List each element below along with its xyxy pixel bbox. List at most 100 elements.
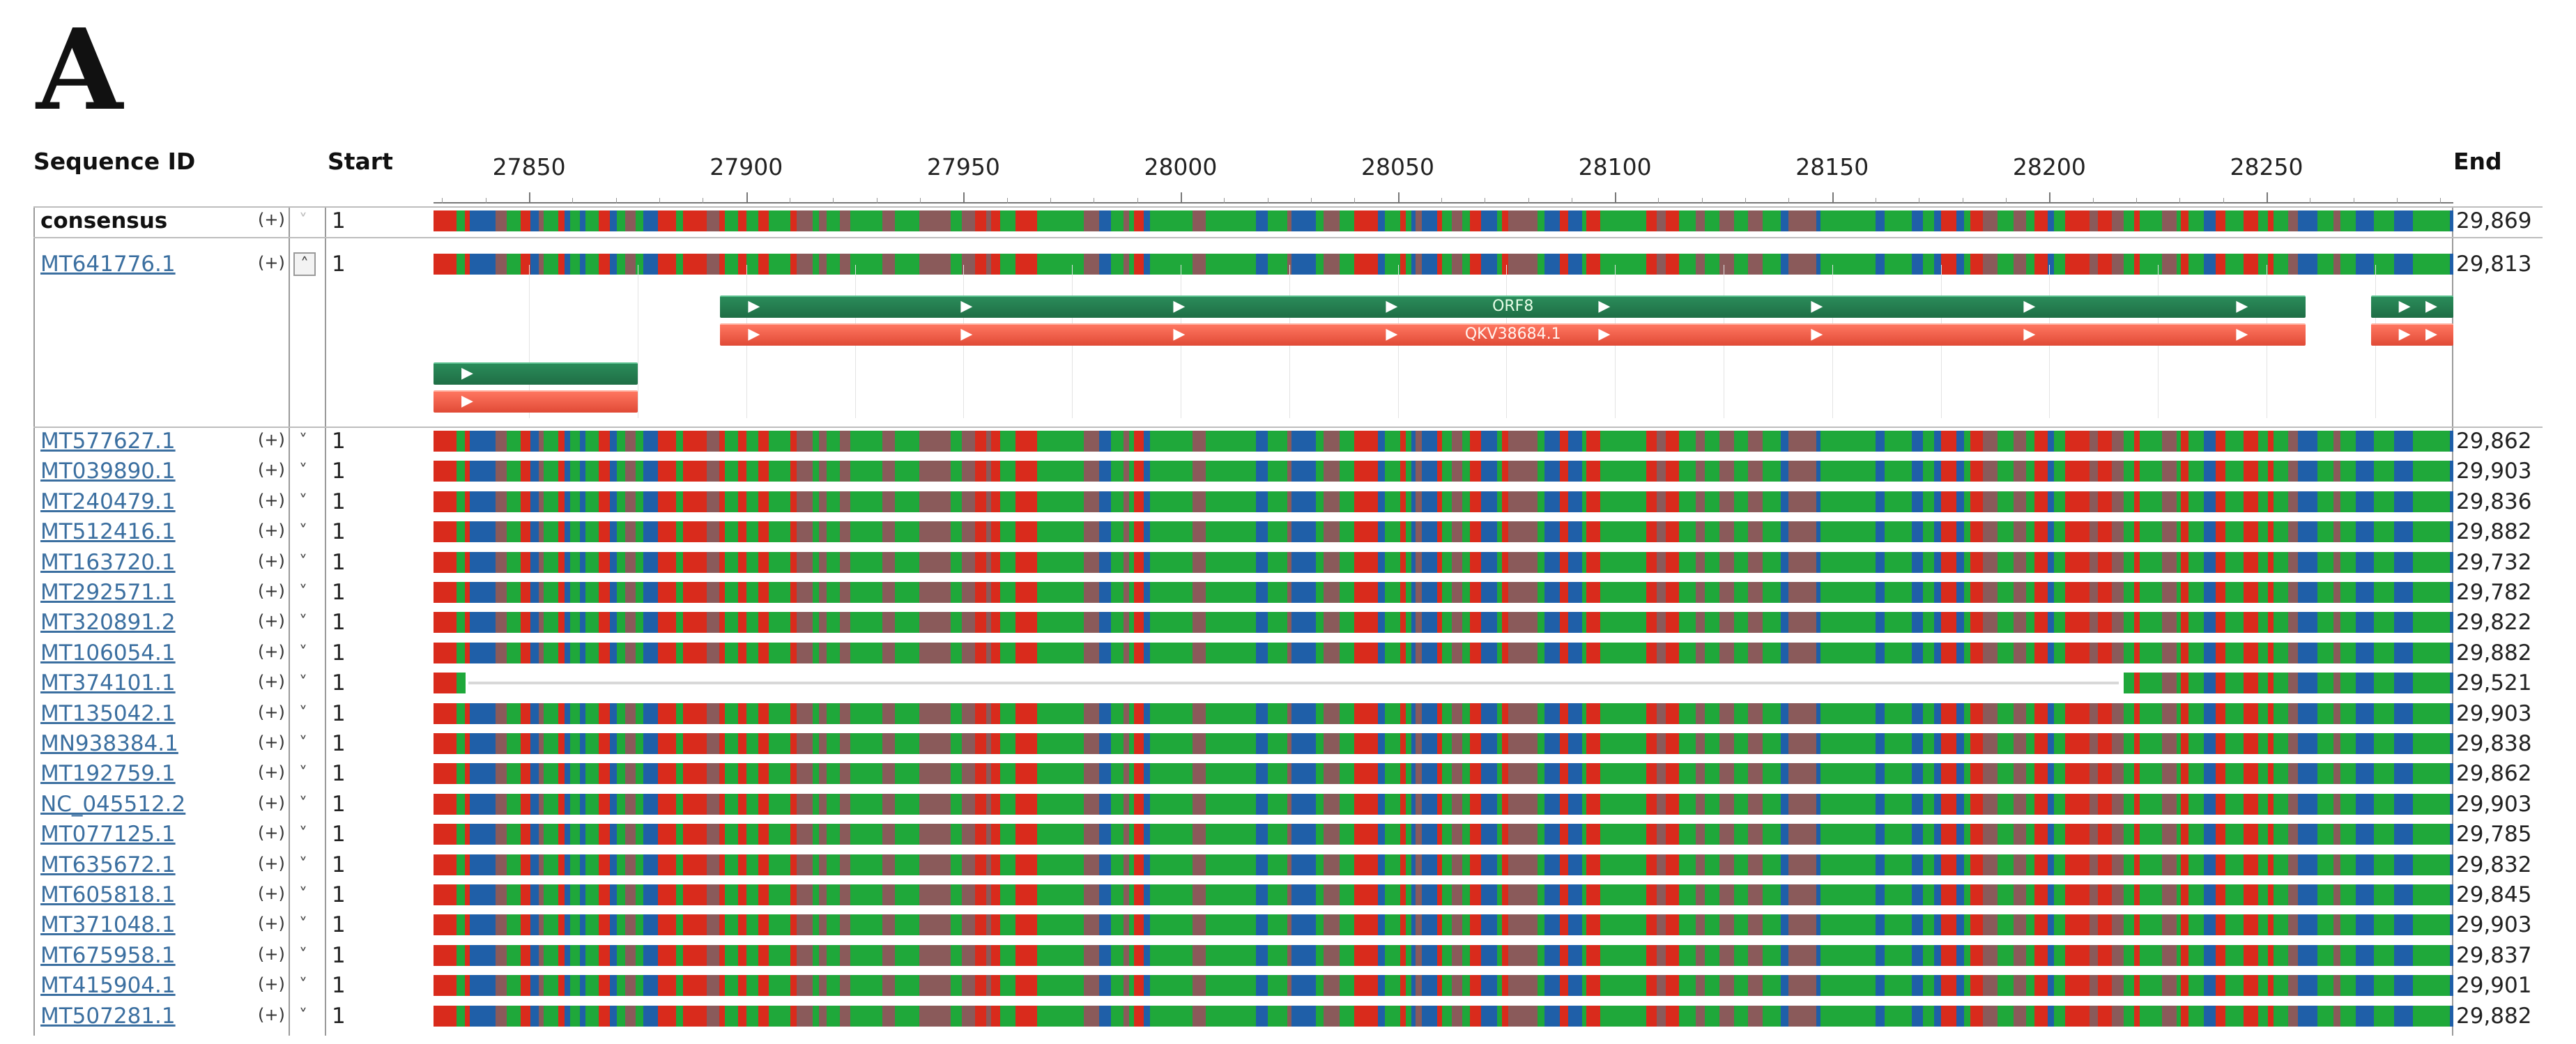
sequence-track[interactable]	[434, 703, 2453, 724]
double-chevron-down-icon[interactable]: ˅	[299, 210, 307, 230]
sequence-id-link[interactable]: MT292571.1	[40, 580, 176, 605]
double-chevron-down-icon[interactable]: ˅	[299, 884, 307, 904]
sequence-track[interactable]	[434, 794, 2453, 815]
base-color-band	[2112, 461, 2124, 482]
sequence-id-link[interactable]: MT240479.1	[40, 489, 176, 514]
column-header-start[interactable]: Start	[328, 148, 393, 175]
base-color-band	[470, 552, 486, 573]
sequence-track[interactable]	[434, 582, 2453, 603]
base-color-band	[1899, 794, 1912, 815]
sequence-id-link[interactable]: MT039890.1	[40, 459, 176, 484]
double-chevron-down-icon[interactable]: ˅	[299, 733, 307, 753]
base-color-band	[1912, 582, 1924, 603]
gene-feature[interactable]: ▶ ▶ ▶ ▶ ▶ ▶ ▶ ▶ ORF8	[720, 295, 2306, 318]
sequence-track[interactable]	[434, 612, 2453, 633]
sequence-id-link[interactable]: MT371048.1	[40, 912, 176, 937]
sequence-id-link[interactable]: MT320891.2	[40, 610, 176, 635]
base-color-band	[1614, 612, 1631, 633]
base-color-band	[707, 210, 720, 231]
double-chevron-down-icon[interactable]: ˅	[299, 461, 307, 480]
double-chevron-down-icon[interactable]: ˅	[299, 521, 307, 541]
sequence-track[interactable]	[434, 643, 2453, 663]
sequence-id-link[interactable]: MT641776.1	[40, 252, 176, 277]
sequence-id-link[interactable]: MT415904.1	[40, 973, 176, 998]
double-chevron-down-icon[interactable]: ˅	[299, 824, 307, 843]
base-color-band	[1657, 643, 1666, 663]
base-color-band	[1171, 491, 1184, 512]
sequence-track[interactable]	[434, 431, 2453, 452]
double-chevron-down-icon[interactable]: ˅	[299, 794, 307, 813]
sequence-track[interactable]	[434, 210, 2453, 231]
base-color-band	[2274, 210, 2289, 231]
double-chevron-down-icon[interactable]: ˅	[299, 582, 307, 601]
base-color-band	[2034, 210, 2048, 231]
base-color-band	[2112, 431, 2124, 452]
sequence-track[interactable]	[434, 254, 2453, 275]
cds-feature[interactable]: ▶	[434, 390, 638, 413]
column-header-end[interactable]: End	[2453, 148, 2502, 175]
double-chevron-down-icon[interactable]: ˅	[299, 491, 307, 511]
base-color-band	[868, 431, 883, 452]
cds-feature[interactable]: ▶ ▶	[2370, 323, 2453, 346]
cds-feature[interactable]: ▶ ▶ ▶ ▶ ▶ ▶ ▶ ▶ QKV38684.1	[720, 323, 2306, 346]
sequence-id-link[interactable]: MT577627.1	[40, 429, 176, 454]
double-chevron-down-icon[interactable]: ˅	[299, 945, 307, 965]
double-chevron-up-icon[interactable]: ˄	[293, 252, 316, 276]
double-chevron-down-icon[interactable]: ˅	[299, 703, 307, 723]
gene-feature[interactable]: ▶ ▶	[2370, 295, 2453, 318]
double-chevron-down-icon[interactable]: ˅	[299, 763, 307, 783]
sequence-id-link[interactable]: MT106054.1	[40, 640, 176, 666]
base-color-band	[2014, 254, 2027, 275]
sequence-id-link[interactable]: MT135042.1	[40, 701, 176, 726]
sequence-track[interactable]	[434, 673, 2453, 693]
sequence-id-link[interactable]: NC_045512.2	[40, 792, 186, 817]
base-color-band	[1000, 914, 1016, 935]
double-chevron-down-icon[interactable]: ˅	[299, 431, 307, 450]
base-color-band	[2090, 431, 2099, 452]
gene-feature[interactable]: ▶	[434, 362, 638, 385]
sequence-id-link[interactable]: MT374101.1	[40, 670, 176, 696]
base-color-band	[2188, 431, 2196, 452]
base-color-band	[707, 733, 720, 754]
double-chevron-down-icon[interactable]: ˅	[299, 612, 307, 631]
base-color-band	[1000, 703, 1016, 724]
sequence-track[interactable]	[434, 945, 2453, 966]
double-chevron-down-icon[interactable]: ˅	[299, 975, 307, 995]
sequence-id-link[interactable]: MT163720.1	[40, 550, 176, 575]
base-color-band	[1206, 461, 1216, 482]
base-color-band	[544, 612, 559, 633]
sequence-id-link[interactable]: MT635672.1	[40, 852, 176, 877]
sequence-track[interactable]	[434, 824, 2453, 845]
sequence-id-link[interactable]: MT512416.1	[40, 519, 176, 544]
base-color-band	[2140, 763, 2154, 784]
sequence-id-link[interactable]: MT675958.1	[40, 943, 176, 968]
base-color-band	[2450, 854, 2453, 875]
sequence-track[interactable]	[434, 884, 2453, 905]
sequence-id-link[interactable]: MT507281.1	[40, 1004, 176, 1029]
sequence-track[interactable]	[434, 914, 2453, 935]
double-chevron-down-icon[interactable]: ˅	[299, 673, 307, 692]
sequence-track[interactable]	[434, 491, 2453, 512]
sequence-id-link[interactable]: MT192759.1	[40, 761, 176, 786]
double-chevron-down-icon[interactable]: ˅	[299, 914, 307, 934]
sequence-track[interactable]	[434, 521, 2453, 542]
sequence-track[interactable]	[434, 1006, 2453, 1027]
double-chevron-down-icon[interactable]: ˅	[299, 854, 307, 874]
sequence-track[interactable]	[434, 733, 2453, 754]
sequence-track[interactable]	[434, 461, 2453, 482]
base-color-band	[1899, 461, 1912, 482]
base-color-band	[975, 643, 987, 663]
base-color-band	[2216, 733, 2226, 754]
base-color-band	[1725, 794, 1735, 815]
sequence-track[interactable]	[434, 552, 2453, 573]
column-header-sequence-id[interactable]: Sequence ID	[33, 148, 196, 175]
double-chevron-down-icon[interactable]: ˅	[299, 1006, 307, 1025]
sequence-id-link[interactable]: MT605818.1	[40, 882, 176, 907]
sequence-id-link[interactable]: MN938384.1	[40, 731, 178, 756]
double-chevron-down-icon[interactable]: ˅	[299, 643, 307, 662]
sequence-track[interactable]	[434, 854, 2453, 875]
sequence-id-link[interactable]: MT077125.1	[40, 822, 176, 847]
sequence-track[interactable]	[434, 763, 2453, 784]
double-chevron-down-icon[interactable]: ˅	[299, 552, 307, 571]
sequence-track[interactable]	[434, 975, 2453, 996]
